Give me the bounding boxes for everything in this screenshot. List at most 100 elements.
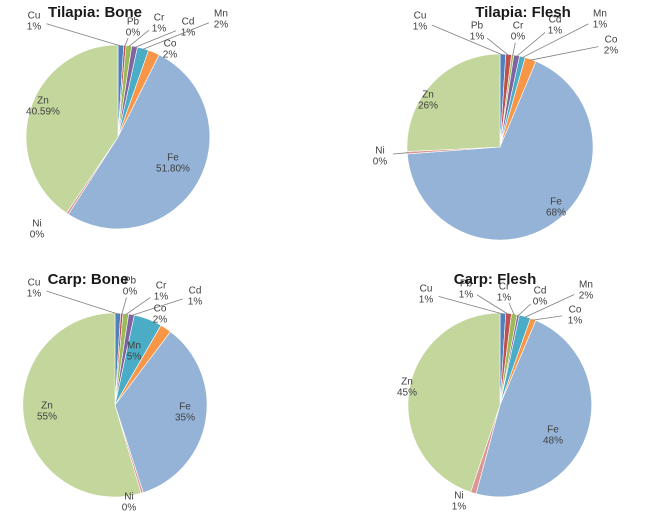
slice-value-Cr: 1%	[497, 293, 512, 304]
slice-name-Pb: Pb	[127, 17, 140, 28]
slice-value-Ni: 1%	[452, 502, 467, 513]
slice-name-Fe: Fe	[547, 425, 559, 436]
leader-line-Co	[532, 315, 563, 321]
pie-slice-Fe	[406, 60, 594, 241]
leader-line-Ni	[392, 152, 409, 155]
slice-value-Cu: 1%	[413, 22, 428, 33]
pie-slice-Zn	[25, 44, 119, 214]
slice-name-Zn: Zn	[37, 96, 49, 107]
slice-value-Pb: 0%	[123, 287, 138, 298]
leader-line-Mn	[142, 22, 210, 50]
leader-line-Cr	[128, 29, 150, 47]
slice-value-Co: 2%	[153, 315, 168, 326]
slice-name-Co: Co	[164, 39, 177, 50]
pie-slice-Zn	[407, 312, 501, 493]
leader-line-Pb	[124, 37, 129, 47]
slice-name-Zn: Zn	[401, 377, 413, 388]
slice-value-Cr: 0%	[511, 32, 526, 43]
slice-name-Pb: Pb	[460, 279, 473, 290]
leader-line-Co	[530, 46, 599, 61]
slice-value-Ni: 0%	[30, 230, 45, 241]
slice-value-Cr: 1%	[154, 292, 169, 303]
slice-name-Cd: Cd	[182, 17, 195, 28]
slice-name-Ni: Ni	[32, 219, 41, 230]
slice-name-Mn: Mn	[127, 341, 141, 352]
leader-line-Cu	[46, 290, 118, 315]
slice-name-Mn: Mn	[593, 9, 607, 20]
slice-name-Ni: Ni	[454, 491, 463, 502]
slice-name-Cu: Cu	[414, 11, 427, 22]
slice-value-Cu: 1%	[419, 295, 434, 306]
slice-name-Cd: Cd	[189, 286, 202, 297]
slice-value-Cu: 1%	[27, 289, 42, 300]
leader-line-Cd	[134, 30, 177, 48]
pie-slice-Fe	[67, 54, 211, 230]
slice-name-Co: Co	[569, 305, 582, 316]
slice-value-Fe: 51.80%	[156, 164, 190, 175]
leader-line-Cd	[516, 32, 546, 57]
chart-title-carp-flesh: Carp: Flesh	[453, 271, 537, 288]
slice-value-Fe: 35%	[175, 413, 195, 424]
slice-value-Cd: 1%	[548, 26, 563, 37]
slice-value-Pb: 1%	[459, 290, 474, 301]
slice-value-Mn: 1%	[593, 20, 608, 31]
slice-value-Cu: 1%	[27, 22, 42, 33]
pie-chart-tilapia-flesh: Tilapia: Flesh Cu 1% Pb 1% Cr 0% Cd 1% Mn 1% Co 2% F…	[323, 0, 646, 263]
chart-title-tilapia-bone: Tilapia: Bone	[48, 4, 142, 21]
chart-title-tilapia-flesh: Tilapia: Flesh	[475, 4, 571, 21]
slice-name-Cu: Cu	[28, 278, 41, 289]
slice-value-Mn: 2%	[579, 291, 594, 302]
pie-slice-Zn	[406, 53, 501, 152]
slice-name-Zn: Zn	[41, 401, 53, 412]
slice-name-Mn: Mn	[579, 280, 593, 291]
leader-line-Pb	[476, 294, 509, 315]
slice-value-Co: 2%	[604, 46, 619, 57]
slice-name-Cr: Cr	[156, 281, 167, 292]
slice-value-Zn: 26%	[418, 101, 438, 112]
slice-value-Zn: 55%	[37, 412, 57, 423]
chart-title-carp-bone: Carp: Bone	[47, 271, 129, 288]
slice-value-Zn: 40.59%	[26, 107, 60, 118]
slice-name-Ni: Ni	[124, 492, 133, 503]
leader-line-Cr	[512, 42, 516, 56]
slice-value-Cd: 0%	[533, 297, 548, 308]
slice-name-Fe: Fe	[550, 197, 562, 208]
slice-name-Co: Co	[154, 304, 167, 315]
leader-line-Pb	[121, 297, 127, 315]
pie-chart-tilapia-bone: Tilapia: Bone Cu 1% Pb 0% Cr 1% Cd 1% Mn 2% Co 2% Fe…	[0, 0, 323, 263]
pie-chart-carp-bone: Carp: Bone Cu 1% Pb 0% Cr 1% Cd 1% Mn 5% Co 2% Fe 35%…	[0, 263, 323, 526]
leader-line-Cd	[131, 298, 183, 316]
slice-name-Cr: Cr	[499, 282, 510, 293]
slice-name-Mn: Mn	[214, 9, 228, 20]
slice-name-Cr: Cr	[154, 13, 165, 24]
pie-svg: Cu1% Pb0%Cr1%Cd1%Mn2%Co2%Fe51.80%Ni0%Zn40…	[25, 9, 228, 241]
leader-line-Cu	[438, 296, 503, 315]
slice-value-Ni: 0%	[373, 157, 388, 168]
slice-value-Fe: 48%	[543, 436, 563, 447]
pie-slice-Fe	[114, 331, 208, 493]
leader-line-Cd	[517, 303, 531, 317]
leader-line-Cr	[508, 302, 515, 316]
slice-value-Co: 1%	[568, 316, 583, 327]
pie-chart-carp-flesh: Carp: Flesh Cu 1% Pb 1% Cr 1% Cd 0% Mn 2% Co 1% Fe 48…	[323, 263, 646, 526]
slice-value-Ni: 0%	[122, 503, 137, 514]
slice-value-Pb: 1%	[470, 32, 485, 43]
slice-value-Cr: 1%	[152, 24, 167, 35]
leader-line-Cu	[431, 24, 504, 56]
slice-name-Cu: Cu	[420, 284, 433, 295]
slice-value-Fe: 68%	[546, 208, 566, 219]
slice-name-Co: Co	[605, 35, 618, 46]
leader-line-Cr	[125, 297, 151, 315]
slice-name-Pb: Pb	[471, 21, 484, 32]
slice-name-Pb: Pb	[124, 276, 137, 287]
pie-slice-Fe	[475, 319, 592, 498]
slice-value-Pb: 0%	[126, 28, 141, 39]
slice-name-Cr: Cr	[513, 21, 524, 32]
slice-name-Fe: Fe	[179, 402, 191, 413]
slice-value-Zn: 45%	[397, 388, 417, 399]
slice-value-Cd: 1%	[181, 28, 196, 39]
